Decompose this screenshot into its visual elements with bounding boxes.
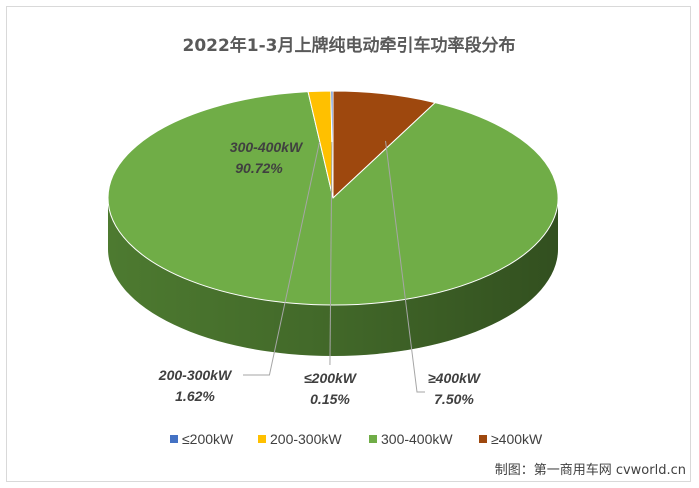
legend-item-le200: ≤200kW [170,431,234,447]
legend-label-300-400: 300-400kW [381,431,453,447]
label-ge400-name: ≥400kW [428,370,482,386]
label-ge400: ≥400kW 7.50% [428,370,482,407]
pie-side-shading [108,198,558,356]
label-ge400-percent: 7.50% [434,391,474,407]
legend-label-200-300: 200-300kW [270,431,342,447]
label-200-300-name: 200-300kW [158,367,233,383]
pie-chart: 2022年1-3月上牌纯电动牵引车功率段分布 300-400kW 90.72% … [107,35,686,478]
legend-item-ge400: ≥400kW [479,431,543,447]
chart-frame: 2022年1-3月上牌纯电动牵引车功率段分布 300-400kW 90.72% … [6,6,691,482]
pie-tops [107,90,559,306]
legend-item-200-300: 200-300kW [258,431,342,447]
legend-item-300-400: 300-400kW [369,431,453,447]
legend-swatch-ge400 [479,435,487,443]
label-200-300: 200-300kW 1.62% [158,367,233,404]
legend-swatch-300-400 [369,435,377,443]
legend-swatch-200-300 [258,435,266,443]
legend: ≤200kW 200-300kW 300-400kW ≥400kW [170,431,543,447]
label-300-400: 300-400kW 90.72% [230,139,304,176]
credit-text: 制图：第一商用车网 cvworld.cn [495,462,686,478]
leader-line-200-300 [243,142,320,376]
pie-slice-ge400 [332,90,436,199]
legend-label-ge400: ≥400kW [491,431,543,447]
chart-title: 2022年1-3月上牌纯电动牵引车功率段分布 [182,35,515,56]
label-le200: ≤200kW 0.15% [304,370,358,407]
label-le200-name: ≤200kW [304,370,358,386]
legend-label-le200: ≤200kW [182,431,234,447]
label-300-400-percent: 90.72% [235,160,283,176]
legend-swatch-le200 [170,435,178,443]
leader-line-ge400 [385,140,425,393]
label-200-300-percent: 1.62% [175,388,215,404]
leader-lines [243,140,425,393]
label-le200-percent: 0.15% [310,391,350,407]
label-300-400-name: 300-400kW [230,139,304,155]
leader-line-le200 [329,141,333,366]
